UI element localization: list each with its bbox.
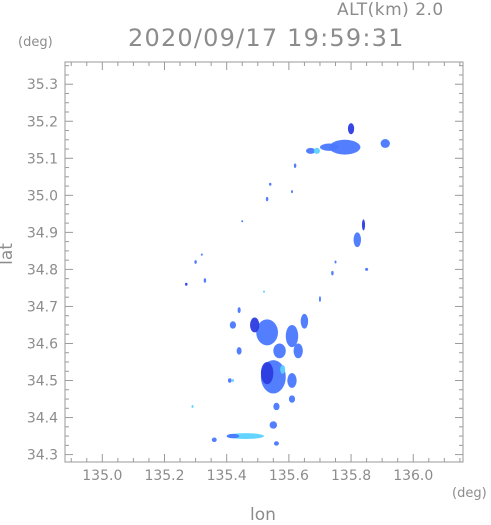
echo-cell xyxy=(237,307,241,314)
y-tick-label: 35.3 xyxy=(27,77,58,93)
y-tick-label: 34.4 xyxy=(27,411,58,427)
echo-cell xyxy=(265,196,269,202)
echo-cell xyxy=(380,139,390,148)
echo-cell xyxy=(273,441,279,446)
echo-cell xyxy=(229,321,237,329)
x-axis-unit: (deg) xyxy=(452,486,487,501)
echo-cell xyxy=(250,317,260,333)
echo-cell xyxy=(365,267,369,271)
echo-cell xyxy=(290,190,293,194)
y-tick-label: 34.8 xyxy=(27,262,58,278)
echo-cell xyxy=(293,163,297,168)
tick-layer: 135.0 135.2 135.4 135.6 135.8 136.0 34.3 34.4 34… xyxy=(27,62,463,484)
echo-cell xyxy=(305,147,316,154)
echo-cell xyxy=(200,253,203,256)
echo-cell xyxy=(211,437,217,442)
echo-cell xyxy=(334,260,337,264)
y-tick-label: 34.7 xyxy=(27,299,58,315)
echo-cell xyxy=(236,347,242,355)
y-tick-label: 35.2 xyxy=(27,114,58,130)
echo-layer xyxy=(185,123,390,446)
y-tick-label: 34.5 xyxy=(27,374,58,390)
y-tick-label: 35.1 xyxy=(27,151,58,167)
echo-cell xyxy=(227,378,232,383)
echo-cell xyxy=(263,290,265,293)
y-tick-label: 34.3 xyxy=(27,448,58,464)
y-tick-label: 34.6 xyxy=(27,336,58,352)
echo-cell xyxy=(268,182,272,186)
echo-cell xyxy=(288,395,296,403)
echo-cell xyxy=(300,313,309,329)
echo-cell xyxy=(280,364,286,374)
y-tick-label: 34.9 xyxy=(27,225,58,241)
echo-cell xyxy=(313,147,320,154)
echo-cell xyxy=(318,296,321,303)
x-tick-label: 136.0 xyxy=(393,468,433,484)
x-tick-label: 135.6 xyxy=(269,468,309,484)
echo-cell xyxy=(273,343,286,359)
echo-cell xyxy=(273,402,280,411)
x-tick-label: 135.4 xyxy=(207,468,247,484)
echo-cell xyxy=(353,232,362,248)
echo-cell xyxy=(241,220,244,223)
observation-datetime: 2020/09/17 19:59:31 xyxy=(128,24,405,52)
x-tick-label: 135.0 xyxy=(82,468,122,484)
echo-cell xyxy=(231,379,234,382)
plot-frame xyxy=(64,61,464,463)
echo-cell xyxy=(260,362,274,385)
echo-cell xyxy=(331,270,334,276)
x-axis-label: lon xyxy=(250,505,276,525)
x-tick-label: 135.2 xyxy=(144,468,184,484)
x-tick-label: 135.8 xyxy=(331,468,371,484)
echo-cell xyxy=(329,139,361,155)
echo-cell xyxy=(293,343,303,359)
altitude-label: ALT(km) 2.0 xyxy=(337,0,444,20)
echo-cell xyxy=(194,260,197,264)
echo-cell xyxy=(285,324,299,348)
echo-cell xyxy=(319,143,339,151)
echo-cell xyxy=(269,421,278,429)
echo-cell xyxy=(256,319,278,346)
echo-cell xyxy=(226,433,240,439)
y-tick-label: 35.0 xyxy=(27,188,58,204)
echo-cell xyxy=(347,123,355,135)
y-axis-unit: (deg) xyxy=(18,35,53,50)
echo-cell xyxy=(185,282,188,286)
echo-cell xyxy=(191,404,194,408)
echo-cell xyxy=(203,278,207,283)
echo-cell xyxy=(361,219,366,231)
echo-cell xyxy=(287,373,297,388)
